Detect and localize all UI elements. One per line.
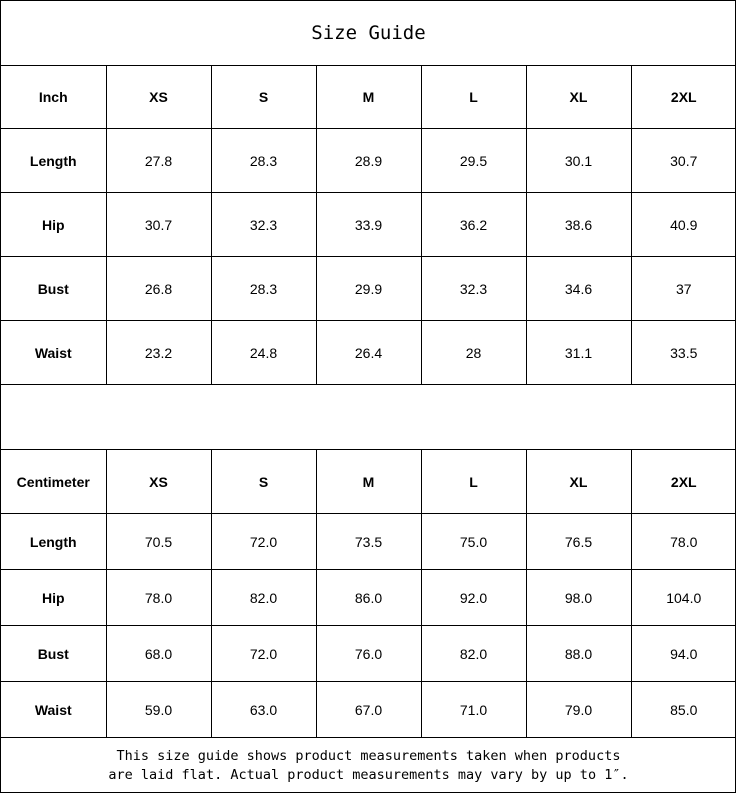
measure-value: 67.0 bbox=[315, 681, 422, 738]
page-title: Size Guide bbox=[1, 1, 736, 66]
measure-value: 36.2 bbox=[420, 192, 527, 257]
measure-value: 40.9 bbox=[630, 192, 736, 257]
unit-label: Centimeter bbox=[1, 449, 107, 514]
table-row: Bust 26.8 28.3 29.9 32.3 34.6 37 bbox=[1, 256, 736, 321]
measure-value: 27.8 bbox=[105, 128, 212, 193]
measure-value: 79.0 bbox=[525, 681, 632, 738]
measure-value: 78.0 bbox=[630, 513, 736, 570]
measure-value: 38.6 bbox=[525, 192, 632, 257]
centimeter-table: Centimeter XS S M L XL 2XL Length 70.5 72.0 73.5 75… bbox=[1, 449, 736, 738]
measure-value: 28 bbox=[420, 320, 527, 385]
measure-value: 68.0 bbox=[105, 625, 212, 682]
measure-value: 24.8 bbox=[210, 320, 317, 385]
measure-value: 70.5 bbox=[105, 513, 212, 570]
measure-value: 33.5 bbox=[630, 320, 736, 385]
measure-value: 23.2 bbox=[105, 320, 212, 385]
measure-value: 26.8 bbox=[105, 256, 212, 321]
measure-value: 28.9 bbox=[315, 128, 422, 193]
note-line-2: are laid flat. Actual product measuremen… bbox=[108, 767, 629, 783]
header-row: Inch XS S M L XL 2XL bbox=[1, 65, 736, 129]
size-header: S bbox=[210, 449, 317, 514]
size-header: 2XL bbox=[630, 65, 736, 129]
measure-value: 82.0 bbox=[420, 625, 527, 682]
measure-value: 26.4 bbox=[315, 320, 422, 385]
table-row: Waist 23.2 24.8 26.4 28 31.1 33.5 bbox=[1, 320, 736, 385]
note-line-1: This size guide shows product measuremen… bbox=[116, 748, 621, 764]
measure-label: Bust bbox=[1, 256, 107, 321]
measure-value: 34.6 bbox=[525, 256, 632, 321]
table-row: Waist 59.0 63.0 67.0 71.0 79.0 85.0 bbox=[1, 681, 736, 738]
measure-value: 59.0 bbox=[105, 681, 212, 738]
unit-label: Inch bbox=[1, 65, 107, 129]
measure-value: 33.9 bbox=[315, 192, 422, 257]
measure-value: 75.0 bbox=[420, 513, 527, 570]
measure-value: 29.5 bbox=[420, 128, 527, 193]
measure-value: 76.5 bbox=[525, 513, 632, 570]
measure-value: 28.3 bbox=[210, 256, 317, 321]
measure-value: 73.5 bbox=[315, 513, 422, 570]
measure-value: 31.1 bbox=[525, 320, 632, 385]
size-header: L bbox=[420, 65, 527, 129]
table-row: Length 27.8 28.3 28.9 29.5 30.1 30.7 bbox=[1, 128, 736, 193]
measure-value: 32.3 bbox=[210, 192, 317, 257]
measure-label: Length bbox=[1, 128, 107, 193]
measure-value: 72.0 bbox=[210, 625, 317, 682]
spacer-row bbox=[1, 385, 736, 449]
measure-value: 82.0 bbox=[210, 569, 317, 626]
size-header: XS bbox=[105, 449, 212, 514]
size-header: XS bbox=[105, 65, 212, 129]
size-header: 2XL bbox=[630, 449, 736, 514]
measure-value: 71.0 bbox=[420, 681, 527, 738]
measure-value: 32.3 bbox=[420, 256, 527, 321]
measure-value: 78.0 bbox=[105, 569, 212, 626]
measure-value: 37 bbox=[630, 256, 736, 321]
measure-label: Hip bbox=[1, 192, 107, 257]
measure-value: 94.0 bbox=[630, 625, 736, 682]
measure-value: 63.0 bbox=[210, 681, 317, 738]
table-row: Hip 78.0 82.0 86.0 92.0 98.0 104.0 bbox=[1, 569, 736, 626]
measure-value: 76.0 bbox=[315, 625, 422, 682]
measure-value: 104.0 bbox=[630, 569, 736, 626]
measure-label: Bust bbox=[1, 625, 107, 682]
table-row: Bust 68.0 72.0 76.0 82.0 88.0 94.0 bbox=[1, 625, 736, 682]
inch-table: Inch XS S M L XL 2XL Length 27.8 28.3 28.9 29.5 30.1… bbox=[1, 65, 736, 385]
measure-value: 72.0 bbox=[210, 513, 317, 570]
measurement-note: This size guide shows product measuremen… bbox=[1, 738, 736, 794]
measure-label: Waist bbox=[1, 320, 107, 385]
size-header: XL bbox=[525, 65, 632, 129]
measure-value: 85.0 bbox=[630, 681, 736, 738]
table-row: Hip 30.7 32.3 33.9 36.2 38.6 40.9 bbox=[1, 192, 736, 257]
measure-value: 28.3 bbox=[210, 128, 317, 193]
size-header: M bbox=[315, 449, 422, 514]
measure-label: Hip bbox=[1, 569, 107, 626]
size-header: L bbox=[420, 449, 527, 514]
measure-value: 88.0 bbox=[525, 625, 632, 682]
size-header: S bbox=[210, 65, 317, 129]
measure-label: Waist bbox=[1, 681, 107, 738]
header-row: Centimeter XS S M L XL 2XL bbox=[1, 449, 736, 514]
size-header: M bbox=[315, 65, 422, 129]
measure-value: 98.0 bbox=[525, 569, 632, 626]
measure-value: 30.7 bbox=[105, 192, 212, 257]
measure-label: Length bbox=[1, 513, 107, 570]
table-row: Length 70.5 72.0 73.5 75.0 76.5 78.0 bbox=[1, 513, 736, 570]
size-header: XL bbox=[525, 449, 632, 514]
measure-value: 30.1 bbox=[525, 128, 632, 193]
measure-value: 86.0 bbox=[315, 569, 422, 626]
measure-value: 92.0 bbox=[420, 569, 527, 626]
measure-value: 30.7 bbox=[630, 128, 736, 193]
measure-value: 29.9 bbox=[315, 256, 422, 321]
